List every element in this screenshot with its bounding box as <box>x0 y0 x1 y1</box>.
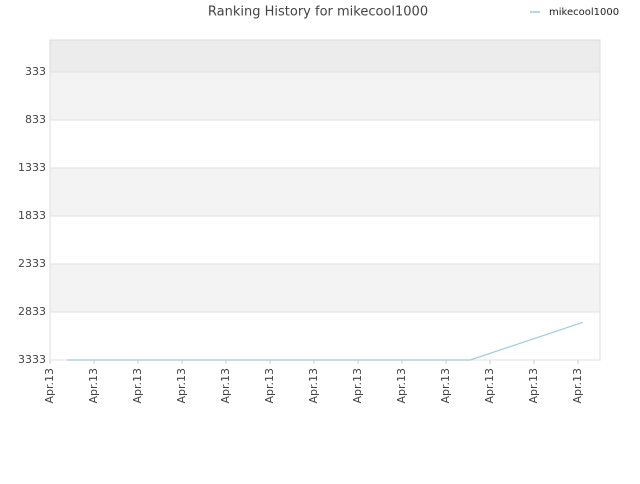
legend-label: mikecool1000 <box>549 7 619 18</box>
x-tick-label: Apr.13 <box>351 368 364 404</box>
band <box>50 119 600 168</box>
x-tick-label: Apr.13 <box>219 368 232 404</box>
y-tick-label: 3333 <box>18 353 46 366</box>
x-tick-label: Apr.13 <box>131 368 144 404</box>
x-tick-label: Apr.13 <box>43 368 56 404</box>
y-tick-label: 1833 <box>18 209 46 222</box>
x-tick-label: Apr.13 <box>395 368 408 404</box>
x-tick-label: Apr.13 <box>87 368 100 404</box>
x-tick-label: Apr.13 <box>175 368 188 404</box>
y-tick-label: 2833 <box>18 305 46 318</box>
band <box>50 263 600 312</box>
band <box>50 71 600 120</box>
chart-title: Ranking History for mikecool1000 <box>208 5 428 20</box>
x-tick-label: Apr.13 <box>571 368 584 404</box>
y-tick-label: 1333 <box>18 161 46 174</box>
y-tick-label: 2333 <box>18 257 46 270</box>
band <box>50 40 600 72</box>
x-tick-label: Apr.13 <box>263 368 276 404</box>
x-tick-label: Apr.13 <box>439 368 452 404</box>
band <box>50 215 600 264</box>
y-tick-label: 333 <box>25 65 46 78</box>
x-tick-label: Apr.13 <box>527 368 540 404</box>
band <box>50 311 600 360</box>
line <box>67 321 584 361</box>
band <box>50 167 600 216</box>
x-tick-label: Apr.13 <box>483 368 496 404</box>
x-tick-label: Apr.13 <box>307 368 320 404</box>
y-tick-label: 833 <box>25 113 46 126</box>
